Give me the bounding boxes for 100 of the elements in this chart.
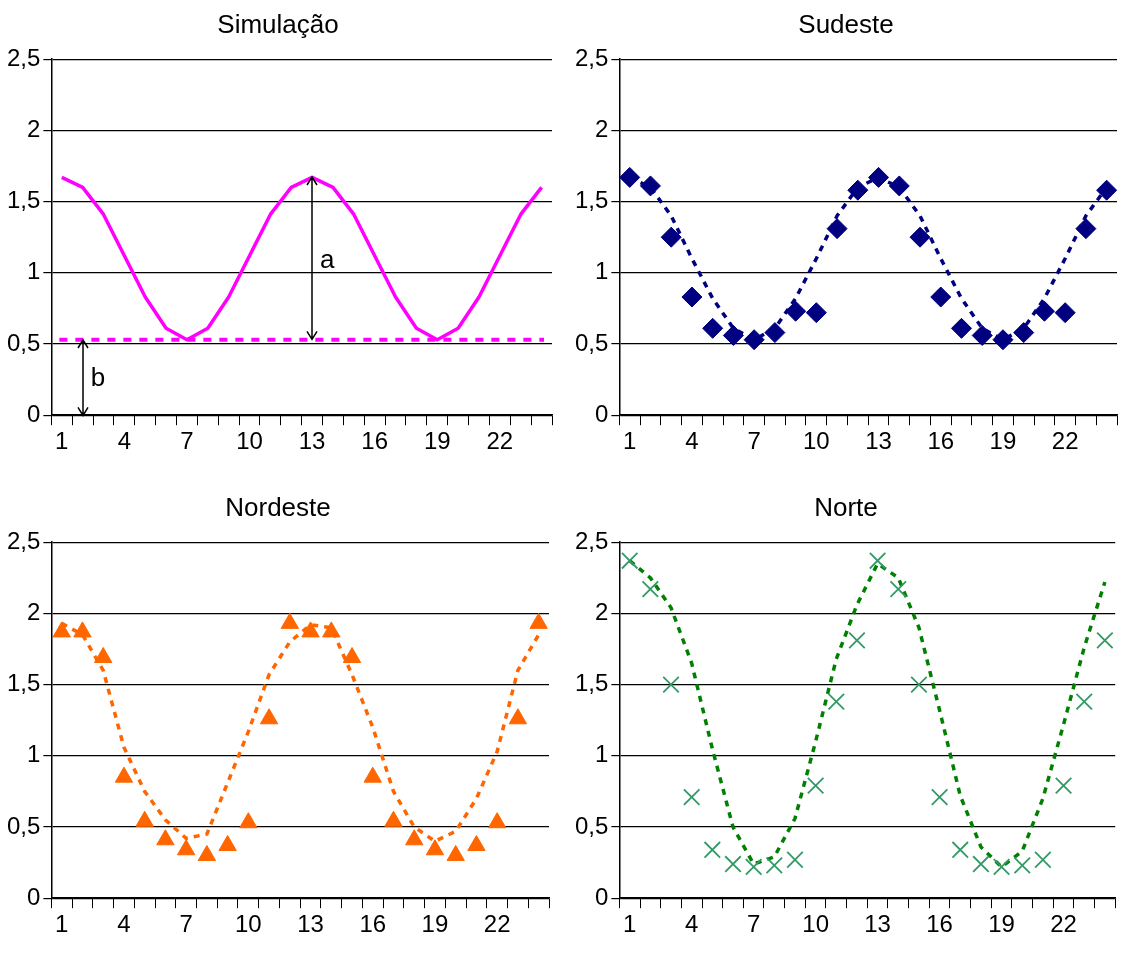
y-tick-label: 1,5 (574, 186, 609, 214)
y-tick-label: 2 (595, 115, 609, 143)
point (972, 855, 990, 873)
point (639, 175, 661, 197)
point (910, 675, 928, 694)
point (930, 286, 952, 308)
point (176, 839, 196, 856)
point (621, 552, 639, 570)
chart-title: Nordeste (225, 491, 331, 522)
point (683, 788, 701, 806)
point (342, 647, 362, 664)
x-tick-label: 22 (486, 427, 514, 455)
point (156, 829, 175, 846)
y-tick-label: 0,5 (6, 328, 41, 356)
point (1054, 777, 1073, 795)
annotation: a (320, 243, 335, 274)
point (488, 812, 507, 829)
x-tick-label: 4 (117, 910, 131, 938)
x-tick-label: 10 (234, 910, 262, 938)
y-tick-label: 0 (595, 399, 609, 427)
point (660, 226, 682, 248)
point (467, 835, 486, 852)
y-tick-label: 2 (27, 598, 41, 626)
point (197, 844, 217, 861)
point (425, 839, 445, 856)
x-tick-label: 22 (483, 910, 511, 938)
y-tick-label: 1 (595, 257, 609, 285)
x-tick-label: 16 (361, 427, 389, 455)
point (1033, 300, 1055, 322)
point (73, 621, 92, 638)
point (681, 286, 703, 308)
chart-title: Sudeste (798, 8, 894, 39)
point (702, 317, 724, 339)
point (992, 329, 1014, 351)
x-tick-label: 10 (802, 427, 830, 455)
y-tick-label: 2,5 (574, 43, 609, 71)
point (743, 329, 765, 351)
point (405, 829, 424, 846)
x-tick-label: 19 (988, 910, 1015, 938)
y-tick-label: 0 (595, 882, 609, 910)
point (765, 856, 783, 875)
point (1034, 851, 1052, 869)
point (826, 218, 848, 240)
point (52, 621, 71, 638)
point (951, 841, 969, 859)
point (662, 675, 680, 694)
x-tick-label: 1 (55, 427, 69, 455)
y-tick-label: 2,5 (6, 526, 41, 554)
x-tick-label: 7 (747, 427, 761, 455)
x-tick-label: 7 (179, 910, 193, 938)
y-tick-label: 2 (595, 598, 609, 626)
x-tick-label: 16 (926, 910, 953, 938)
point (744, 858, 763, 876)
point (641, 580, 660, 598)
y-tick-label: 0 (27, 399, 41, 427)
point (1075, 218, 1097, 240)
chart-title: Norte (814, 491, 878, 522)
point (847, 179, 869, 201)
y-tick-label: 1 (595, 740, 609, 768)
point (1054, 302, 1076, 324)
y-tick-label: 1,5 (6, 669, 41, 697)
point (446, 844, 465, 861)
x-tick-label: 13 (864, 910, 891, 938)
point (135, 810, 154, 827)
x-tick-label: 4 (685, 427, 699, 455)
y-tick-label: 0 (27, 882, 41, 910)
x-tick-label: 1 (623, 427, 637, 455)
x-tick-label: 7 (746, 910, 761, 938)
x-tick-label: 19 (421, 910, 449, 938)
point (848, 631, 866, 650)
x-tick-label: 10 (236, 427, 263, 455)
point (384, 810, 403, 827)
x-tick-label: 4 (684, 910, 699, 938)
y-tick-label: 1 (27, 257, 41, 285)
point (301, 621, 320, 638)
x-tick-label: 13 (865, 427, 892, 455)
x-tick-label: 7 (180, 427, 194, 455)
point (909, 226, 931, 248)
x-tick-label: 1 (55, 910, 69, 938)
y-tick-label: 1 (27, 740, 41, 768)
point (827, 693, 845, 711)
point (888, 175, 910, 197)
point (868, 552, 887, 570)
y-tick-label: 2,5 (6, 43, 41, 71)
point (1096, 179, 1118, 201)
annotation: b (90, 362, 106, 393)
x-tick-label: 16 (359, 910, 387, 938)
point (218, 835, 237, 852)
x-tick-label: 13 (298, 427, 326, 455)
point (280, 612, 299, 629)
point (322, 621, 341, 638)
x-tick-label: 13 (297, 910, 324, 938)
point (806, 777, 825, 795)
point (363, 766, 382, 783)
x-tick-label: 22 (1051, 427, 1079, 455)
y-tick-label: 1,5 (574, 669, 609, 697)
y-tick-label: 2,5 (574, 526, 609, 554)
point (868, 166, 890, 188)
point (259, 708, 279, 725)
x-tick-label: 16 (927, 427, 955, 455)
